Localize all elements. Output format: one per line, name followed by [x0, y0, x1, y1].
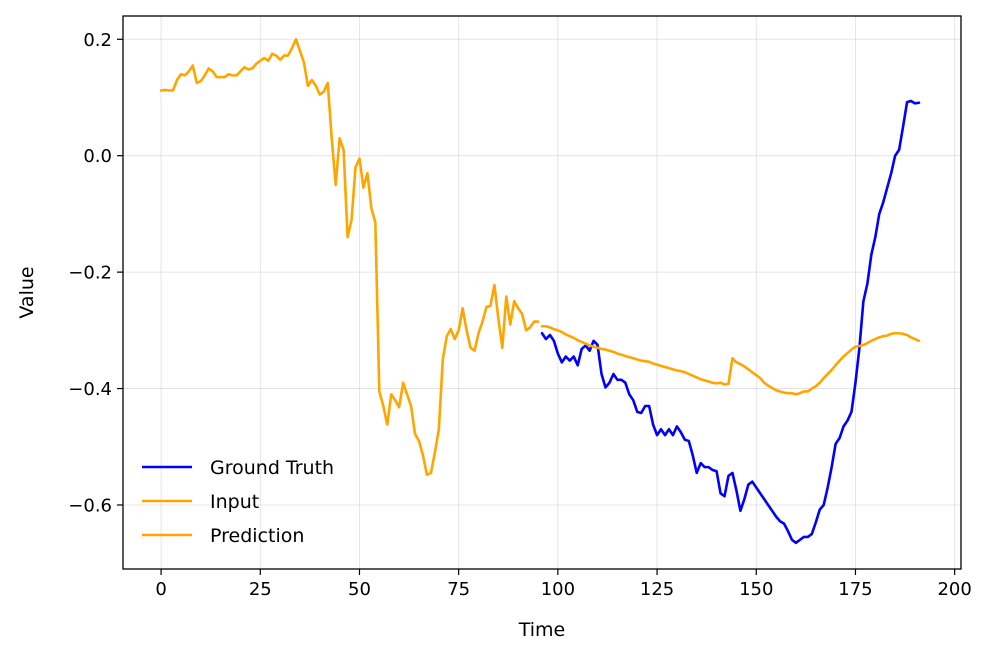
y-tick-label: −0.2 — [68, 263, 112, 284]
legend-label-ground-truth: Ground Truth — [210, 457, 334, 479]
axis-ticks: 0 25 50 75 100 125 150 175 200 −0.6 −0.4 −0.2 0.0 0.2 — [68, 30, 972, 600]
x-tick-label: 50 — [348, 579, 371, 600]
x-axis-title: Time — [518, 619, 566, 641]
y-tick-label: 0.0 — [83, 146, 112, 167]
plot-frame — [122, 15, 962, 570]
x-tick-label: 125 — [640, 579, 674, 600]
series-group — [159, 37, 921, 545]
x-tick-label: 150 — [739, 579, 773, 600]
x-tick-label: 100 — [541, 579, 575, 600]
series-line-prediction — [540, 324, 921, 396]
grid — [123, 16, 961, 569]
y-tick-label: −0.4 — [68, 379, 112, 400]
legend-label-prediction: Prediction — [210, 525, 304, 547]
y-tick-label: 0.2 — [83, 30, 112, 51]
legend-label-input: Input — [210, 491, 259, 513]
y-tick-label: −0.6 — [68, 495, 112, 516]
x-tick-label: 75 — [447, 579, 470, 600]
series-line-input — [159, 37, 540, 476]
x-tick-label: 175 — [838, 579, 872, 600]
legend: Ground Truth Input Prediction — [142, 457, 334, 547]
x-tick-label: 200 — [937, 579, 971, 600]
y-axis-title: Value — [16, 266, 38, 318]
x-tick-label: 25 — [249, 579, 272, 600]
x-tick-label: 0 — [155, 579, 166, 600]
series-line-ground-truth — [540, 99, 921, 545]
